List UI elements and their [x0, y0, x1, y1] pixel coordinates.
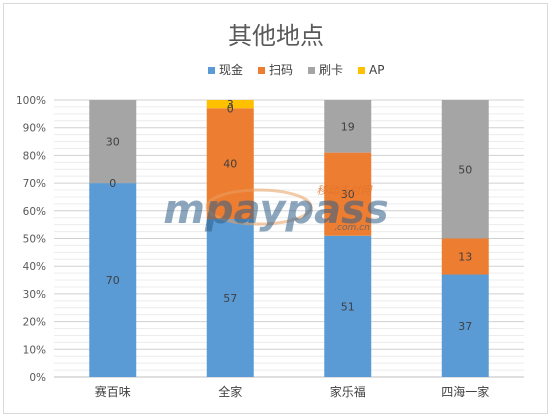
data-label: 30 — [341, 188, 355, 201]
watermark-logo: mpaypass 移动支付网 .com.cn — [163, 184, 388, 233]
bar-segment — [206, 100, 254, 109]
bar-segment — [89, 100, 137, 184]
stacked-bar-chart: 其他地点 现金 扫码 刷卡 AP 0% 10% 20% 30% 40% 50% 60% 70% 80%… — [16, 22, 524, 399]
watermark-swoosh — [205, 188, 313, 226]
data-label: 19 — [341, 120, 355, 133]
legend-swatch — [258, 67, 265, 74]
legend-label: AP — [369, 63, 384, 77]
bar-segment — [324, 100, 372, 153]
watermark-url: .com.cn — [334, 223, 370, 233]
data-label: 30 — [106, 136, 120, 149]
bar-segment — [324, 152, 372, 236]
y-axis-ticks: 0% 10% 20% 30% 40% 50% 60% 70% 80% 90% 100% — [16, 95, 46, 384]
bars — [89, 100, 489, 377]
bar-segment — [89, 183, 137, 377]
watermark-brand: mpaypass — [163, 187, 388, 233]
y-tick-label: 90% — [23, 123, 46, 135]
watermark-subtitle: 移动支付网 — [317, 184, 374, 197]
y-tick-label: 30% — [23, 289, 46, 301]
legend-label: 刷卡 — [319, 63, 343, 77]
legend-label: 现金 — [219, 62, 243, 77]
legend-label: 扫码 — [269, 63, 293, 77]
data-label: 40 — [223, 158, 237, 171]
x-category-label: 全家 — [218, 384, 242, 399]
bar-segment — [324, 235, 372, 377]
x-category-label: 家乐福 — [330, 384, 366, 399]
legend-swatch — [208, 67, 215, 74]
y-tick-label: 80% — [23, 150, 46, 162]
bar-segment — [441, 274, 489, 377]
bar-segment — [206, 219, 254, 377]
data-label: 0 — [227, 102, 234, 115]
data-label: 70 — [106, 274, 120, 287]
legend-swatch — [308, 67, 315, 74]
data-label: 51 — [341, 300, 355, 313]
y-tick-label: 40% — [23, 261, 46, 273]
data-label: 57 — [223, 292, 237, 305]
y-tick-label: 50% — [23, 234, 46, 246]
legend: 现金 扫码 刷卡 AP — [208, 62, 384, 77]
chart-frame: 其他地点 现金 扫码 刷卡 AP 0% 10% 20% 30% 40% 50% 60% 70% 80%… — [3, 3, 548, 414]
y-tick-label: 0% — [29, 372, 46, 384]
y-tick-label: 100% — [16, 95, 46, 107]
y-tick-label: 10% — [23, 344, 46, 356]
data-label: 50 — [458, 163, 472, 176]
y-tick-label: 20% — [23, 317, 46, 329]
chart-title: 其他地点 — [228, 22, 324, 50]
y-tick-label: 70% — [23, 178, 46, 190]
bar-segment — [441, 238, 489, 275]
data-label: 37 — [458, 320, 472, 333]
x-category-label: 四海一家 — [441, 384, 489, 399]
legend-swatch — [358, 67, 365, 74]
x-category-label: 赛百味 — [95, 384, 131, 399]
data-label: 13 — [458, 251, 472, 264]
data-label: 3 — [227, 98, 234, 111]
x-axis-categories: 赛百味 全家 家乐福 四海一家 — [95, 384, 490, 399]
y-tick-label: 60% — [23, 206, 46, 218]
data-label: 0 — [109, 177, 116, 190]
bar-segment — [441, 100, 489, 239]
bar-segment — [206, 108, 254, 220]
